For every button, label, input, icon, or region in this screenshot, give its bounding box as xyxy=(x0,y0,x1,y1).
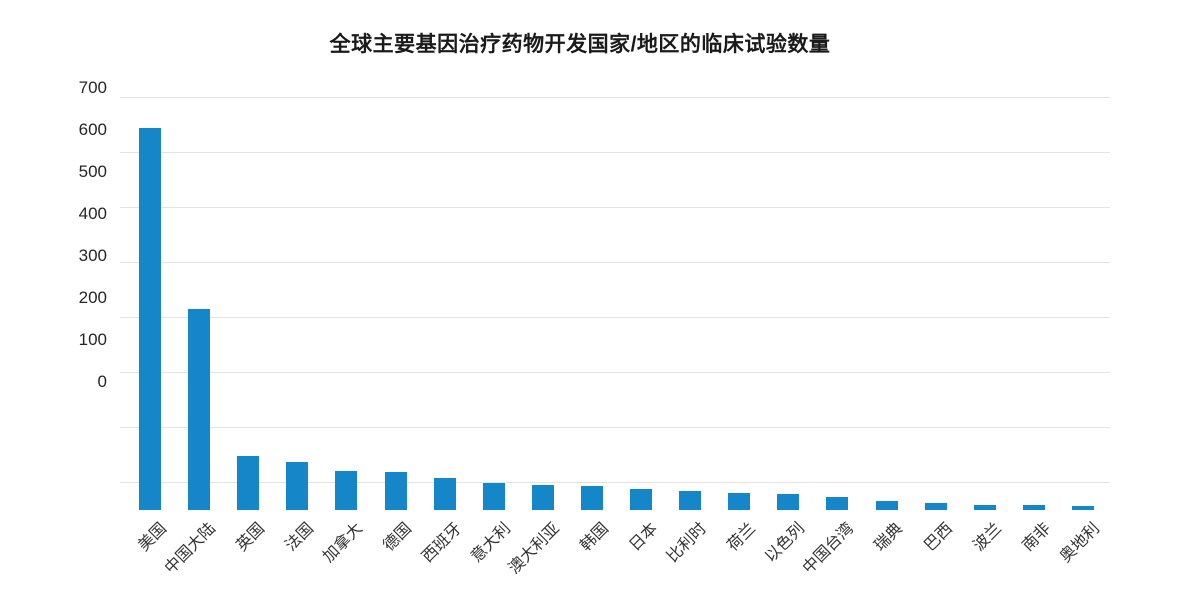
x-tick-label: 比利时 xyxy=(664,520,711,566)
x-tick-label: 波兰 xyxy=(970,520,1005,555)
y-tick-label: 0 xyxy=(97,372,107,391)
bar xyxy=(580,486,603,510)
bar xyxy=(826,497,849,510)
x-tick-label: 西班牙 xyxy=(418,520,465,566)
gridline xyxy=(120,372,1110,373)
y-tick-label: 200 xyxy=(78,288,107,307)
bar xyxy=(728,493,751,510)
bar xyxy=(384,472,407,510)
x-tick-label: 奥地利 xyxy=(1056,520,1103,566)
bar xyxy=(777,494,800,510)
x-tick-label: 德国 xyxy=(380,520,416,555)
bar xyxy=(237,456,260,510)
y-tick-label: 100 xyxy=(78,330,107,349)
y-tick-label: 300 xyxy=(78,246,107,265)
x-tick-label: 意大利 xyxy=(467,520,514,566)
chart-title: 全球主要基因治疗药物开发国家/地区的临床试验数量 xyxy=(329,33,831,56)
x-tick-label: 以色列 xyxy=(762,520,809,566)
bar xyxy=(139,128,161,510)
gridline xyxy=(120,317,1110,318)
y-tick-label: 500 xyxy=(78,162,107,181)
x-tick-label: 美国 xyxy=(135,520,171,555)
x-tick-label: 中国台湾 xyxy=(800,520,858,578)
y-tick-label: 400 xyxy=(78,204,107,223)
bar xyxy=(1071,506,1094,510)
bar xyxy=(531,485,554,510)
bar xyxy=(973,505,996,510)
gridline xyxy=(120,427,1110,428)
x-tick-label: 南非 xyxy=(1019,520,1054,555)
x-tick-label: 韩国 xyxy=(577,520,612,555)
x-tick-label: 日本 xyxy=(626,520,662,555)
bar xyxy=(188,309,211,510)
gridline xyxy=(120,97,1110,98)
bar xyxy=(433,478,456,510)
gridline xyxy=(120,482,1110,483)
bar xyxy=(924,503,947,510)
y-tick-label: 700 xyxy=(78,78,107,97)
x-tick-label: 巴西 xyxy=(920,520,956,555)
bar xyxy=(630,489,652,510)
x-tick-label: 法国 xyxy=(282,520,318,555)
bar xyxy=(875,501,898,510)
bar xyxy=(335,471,358,510)
x-tick-label: 英国 xyxy=(233,520,269,555)
bar xyxy=(679,491,702,510)
x-tick-label: 瑞典 xyxy=(871,520,907,555)
gridline xyxy=(120,152,1110,153)
x-tick-label: 荷兰 xyxy=(724,520,760,555)
x-tick-label: 澳大利亚 xyxy=(505,520,563,578)
bar xyxy=(286,462,309,510)
gridline xyxy=(120,207,1110,208)
bar xyxy=(482,483,505,510)
gridline xyxy=(120,262,1110,263)
x-tick-label: 加拿大 xyxy=(320,520,367,566)
x-tick-label: 中国大陆 xyxy=(161,520,220,578)
y-tick-label: 600 xyxy=(78,120,107,139)
bar xyxy=(1022,505,1045,510)
